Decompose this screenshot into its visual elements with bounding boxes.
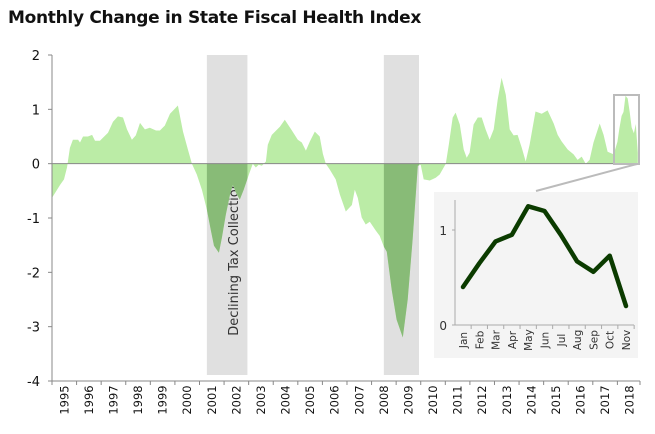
x-tick-label: 2007 <box>352 385 366 414</box>
x-tick-label: 2003 <box>254 385 268 414</box>
y-tick-label: -3 <box>27 321 40 336</box>
x-tick-label: 2009 <box>401 385 415 414</box>
x-tick-label: 1995 <box>57 385 71 414</box>
chart-title: Monthly Change in State Fiscal Health In… <box>8 8 422 28</box>
y-tick-label: -4 <box>27 375 40 390</box>
inset-x-tick-label: May <box>523 329 535 351</box>
y-tick-label: 1 <box>32 103 40 118</box>
inset-y-tick-label: 0 <box>439 319 447 333</box>
inset-x-tick-label: Aug <box>572 330 584 351</box>
x-tick-label: 1996 <box>82 385 96 414</box>
x-tick-label: 2008 <box>377 385 391 414</box>
y-tick-label: 0 <box>32 158 40 173</box>
inset-x-tick-label: Apr <box>507 330 519 349</box>
x-tick-label: 1999 <box>156 385 170 414</box>
x-tick-label: 2005 <box>303 385 317 414</box>
zoom-region-box <box>613 94 640 165</box>
inset-x-tick-label: Mar <box>491 329 503 349</box>
inset-x-tick-label: Feb <box>474 330 486 349</box>
x-tick-label: 2014 <box>524 385 538 414</box>
inset-x-tick-label: Nov <box>621 330 633 351</box>
inset-x-tick-label: Jun <box>540 332 552 349</box>
x-tick-label: 1997 <box>106 385 120 414</box>
band-label: Declining Tax Collections <box>227 174 242 336</box>
x-tick-label: 2018 <box>623 385 637 414</box>
x-tick-label: 2010 <box>426 385 440 414</box>
x-tick-label: 2016 <box>574 385 588 414</box>
x-tick-label: 2004 <box>279 385 293 414</box>
x-tick-label: 2002 <box>229 385 243 414</box>
y-tick-label: 2 <box>32 49 40 64</box>
y-tick-label: -2 <box>27 266 40 281</box>
inset-line <box>460 204 629 309</box>
inset-x-tick-label: Oct <box>605 331 617 349</box>
inset-panel <box>434 192 638 358</box>
index-area <box>52 77 638 338</box>
x-tick-label: 2011 <box>451 385 465 414</box>
y-tick-label: -1 <box>27 212 40 227</box>
x-tick-label: 1998 <box>131 385 145 414</box>
x-tick-label: 2006 <box>328 385 342 414</box>
x-tick-label: 2000 <box>180 385 194 414</box>
x-tick-label: 2015 <box>549 385 563 414</box>
x-tick-label: 2013 <box>500 385 514 414</box>
inset-x-tick-label: Sep <box>588 330 600 350</box>
inset-x-tick-label: Jan <box>458 332 470 349</box>
inset-y-tick-label: 1 <box>439 224 447 238</box>
x-tick-label: 2001 <box>205 385 219 414</box>
zoom-connector <box>535 163 638 192</box>
inset-x-tick-label: Jul <box>556 334 568 348</box>
x-tick-label: 2012 <box>475 385 489 414</box>
x-tick-label: 2017 <box>598 385 612 414</box>
